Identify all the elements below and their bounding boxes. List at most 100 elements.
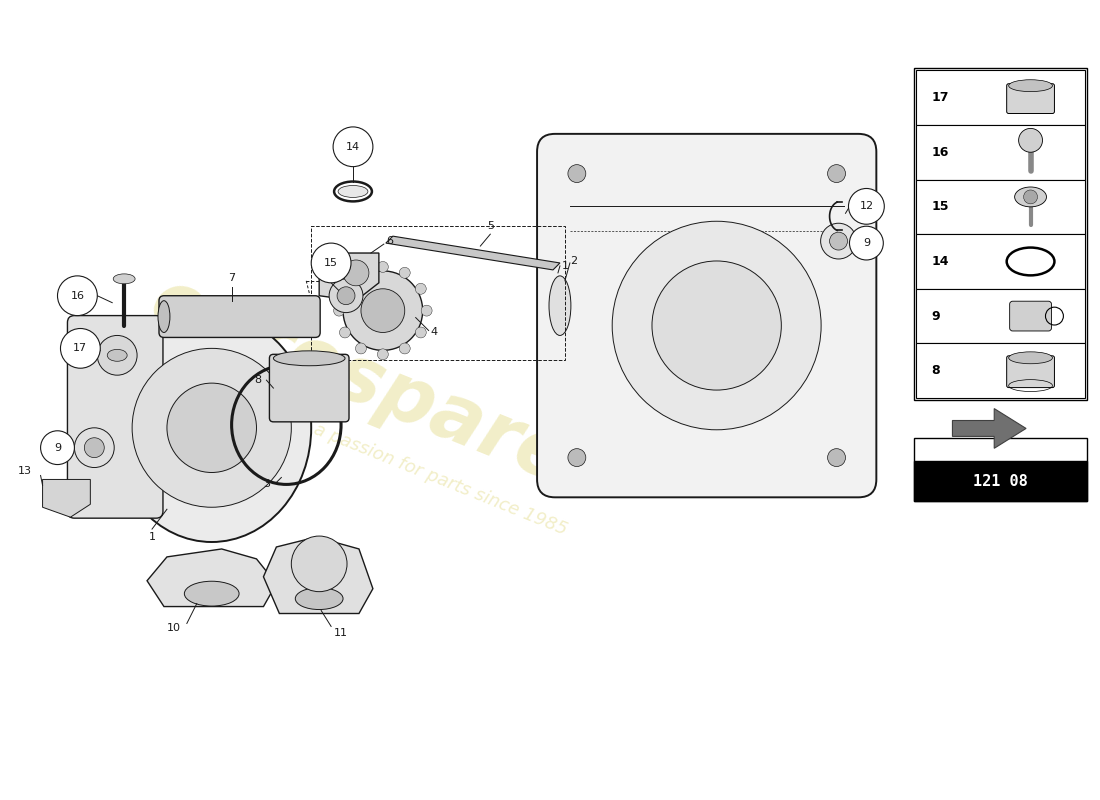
Ellipse shape (158, 301, 169, 333)
Circle shape (416, 327, 426, 338)
FancyBboxPatch shape (1006, 84, 1055, 114)
Circle shape (167, 383, 256, 473)
Text: 3: 3 (263, 479, 270, 490)
Text: 11: 11 (334, 628, 348, 638)
Text: 1: 1 (148, 532, 155, 542)
Circle shape (60, 329, 100, 368)
Text: 1: 1 (562, 261, 569, 271)
Ellipse shape (1009, 352, 1053, 364)
Circle shape (85, 438, 104, 458)
Text: 12: 12 (859, 202, 873, 211)
FancyBboxPatch shape (270, 354, 349, 422)
Bar (914, 438, 1087, 502)
Circle shape (75, 428, 114, 467)
Ellipse shape (274, 351, 345, 366)
Circle shape (568, 165, 586, 182)
Text: 9: 9 (862, 238, 870, 248)
Circle shape (340, 283, 351, 294)
Circle shape (1024, 190, 1037, 204)
Ellipse shape (185, 582, 239, 606)
Circle shape (340, 327, 351, 338)
Circle shape (333, 127, 373, 166)
Circle shape (821, 223, 857, 259)
Polygon shape (43, 479, 90, 517)
Text: 7: 7 (228, 273, 235, 283)
Text: 13: 13 (18, 466, 32, 477)
FancyBboxPatch shape (67, 315, 163, 518)
Circle shape (292, 536, 346, 592)
Ellipse shape (295, 588, 343, 610)
Circle shape (827, 449, 846, 466)
Circle shape (355, 343, 366, 354)
Circle shape (849, 226, 883, 260)
Bar (916, 289, 1086, 343)
Ellipse shape (107, 350, 128, 362)
Text: 16: 16 (70, 290, 85, 301)
Circle shape (829, 232, 847, 250)
Ellipse shape (338, 186, 367, 198)
Text: eurospares: eurospares (139, 262, 623, 518)
Ellipse shape (549, 276, 571, 335)
Circle shape (399, 267, 410, 278)
Bar (916, 343, 1086, 398)
Circle shape (416, 283, 426, 294)
Circle shape (329, 279, 363, 313)
Text: a passion for parts since 1985: a passion for parts since 1985 (311, 420, 570, 538)
Circle shape (848, 189, 884, 224)
Text: 8: 8 (931, 364, 939, 378)
Text: 8: 8 (254, 375, 262, 385)
Text: 15: 15 (931, 200, 948, 214)
Circle shape (132, 348, 292, 507)
Ellipse shape (1014, 187, 1046, 207)
Circle shape (613, 222, 821, 430)
Bar (311, 226, 565, 360)
Circle shape (1019, 128, 1043, 152)
Bar (916, 234, 1086, 289)
Circle shape (343, 271, 422, 350)
Text: 6: 6 (386, 236, 393, 246)
Text: 17: 17 (931, 91, 948, 104)
Circle shape (377, 262, 388, 272)
Circle shape (399, 343, 410, 354)
Bar (916, 70, 1086, 125)
Text: 9: 9 (931, 310, 939, 322)
Text: 14: 14 (345, 142, 360, 152)
Circle shape (311, 243, 351, 283)
Circle shape (361, 289, 405, 333)
Circle shape (652, 261, 781, 390)
Circle shape (337, 286, 355, 305)
Text: 16: 16 (931, 146, 948, 158)
Text: 15: 15 (324, 258, 338, 268)
Circle shape (41, 430, 75, 465)
Polygon shape (319, 253, 378, 301)
Circle shape (827, 165, 846, 182)
Circle shape (421, 305, 432, 316)
Text: 121 08: 121 08 (974, 474, 1028, 489)
Text: 9: 9 (54, 442, 62, 453)
Ellipse shape (112, 314, 311, 542)
Text: 14: 14 (931, 255, 948, 268)
Bar (916, 125, 1086, 179)
Circle shape (377, 349, 388, 360)
FancyBboxPatch shape (537, 134, 877, 498)
Polygon shape (147, 549, 276, 606)
Bar (914, 68, 1087, 400)
Circle shape (57, 276, 97, 315)
Circle shape (568, 449, 586, 466)
Polygon shape (264, 537, 373, 614)
Text: 5: 5 (487, 221, 494, 231)
Circle shape (97, 335, 138, 375)
Bar (914, 461, 1087, 502)
Polygon shape (953, 409, 1026, 448)
Text: 10: 10 (167, 623, 180, 634)
FancyBboxPatch shape (1006, 356, 1055, 387)
Polygon shape (386, 236, 560, 270)
FancyBboxPatch shape (160, 296, 320, 338)
Ellipse shape (113, 274, 135, 284)
Circle shape (355, 267, 366, 278)
Text: 2: 2 (570, 256, 578, 266)
Text: 17: 17 (74, 343, 87, 354)
Circle shape (333, 305, 344, 316)
Text: 4: 4 (430, 327, 438, 338)
Bar (916, 179, 1086, 234)
